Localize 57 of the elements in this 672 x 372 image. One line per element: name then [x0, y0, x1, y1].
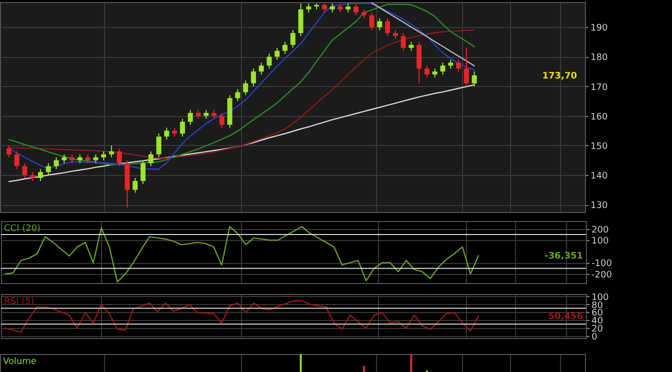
candlestick	[140, 160, 146, 184]
text: 173,70	[542, 71, 577, 82]
candlestick	[353, 2, 358, 16]
chart-title: CCI (20)	[4, 224, 41, 234]
candlestick	[298, 2, 304, 37]
candlestick	[282, 41, 288, 54]
y-tick-label: -200	[592, 270, 612, 280]
y-tick-label: 180	[590, 53, 608, 64]
candlestick	[250, 68, 256, 87]
line-series	[4, 226, 480, 282]
candlestick	[400, 32, 406, 52]
candlestick	[156, 133, 162, 158]
candlestick	[235, 88, 240, 102]
y-tick-label: 140	[590, 172, 608, 182]
candlestick	[108, 144, 114, 158]
candlestick	[188, 109, 193, 126]
candlestick	[456, 59, 462, 72]
y-tick-label: 170	[590, 82, 608, 93]
candlestick	[274, 47, 280, 60]
chart-title: RSI (5)	[4, 297, 34, 307]
candlestick	[290, 30, 296, 48]
y-tick-label: 150	[590, 142, 608, 152]
chart-title: Volume	[3, 357, 37, 367]
candlestick	[266, 53, 272, 70]
line-series	[371, 2, 475, 66]
candlestick	[132, 177, 138, 194]
candlestick	[258, 62, 264, 75]
candlestick	[377, 18, 382, 31]
y-tick-label: 190	[590, 24, 608, 34]
y-tick-label: 160	[590, 112, 608, 122]
candlestick	[424, 65, 430, 78]
candlestick	[116, 148, 122, 167]
candlestick	[6, 144, 12, 158]
candlestick	[219, 112, 224, 128]
candlestick	[54, 156, 59, 170]
candlestick	[22, 162, 28, 178]
y-tick-label: 0	[592, 332, 598, 343]
candlestick	[416, 41, 422, 84]
candlestick	[180, 118, 185, 138]
candlestick	[385, 18, 390, 37]
text: 50,456	[548, 312, 583, 322]
y-tick-label: 100	[592, 236, 609, 247]
y-tick-label: -100	[592, 259, 612, 270]
candlestick	[148, 150, 154, 167]
candlestick	[369, 12, 374, 31]
line-series	[8, 84, 475, 182]
y-tick-label: 130	[590, 201, 608, 212]
candlestick	[46, 162, 51, 176]
candlestick	[440, 62, 446, 75]
candlestick	[464, 47, 469, 87]
candlestick	[14, 150, 20, 170]
y-tick-label: 200	[592, 225, 609, 236]
candlestick	[38, 168, 43, 182]
candlestick	[164, 127, 170, 140]
candlestick	[472, 71, 477, 87]
candlestick	[243, 80, 248, 96]
text: -36,351	[544, 251, 583, 262]
